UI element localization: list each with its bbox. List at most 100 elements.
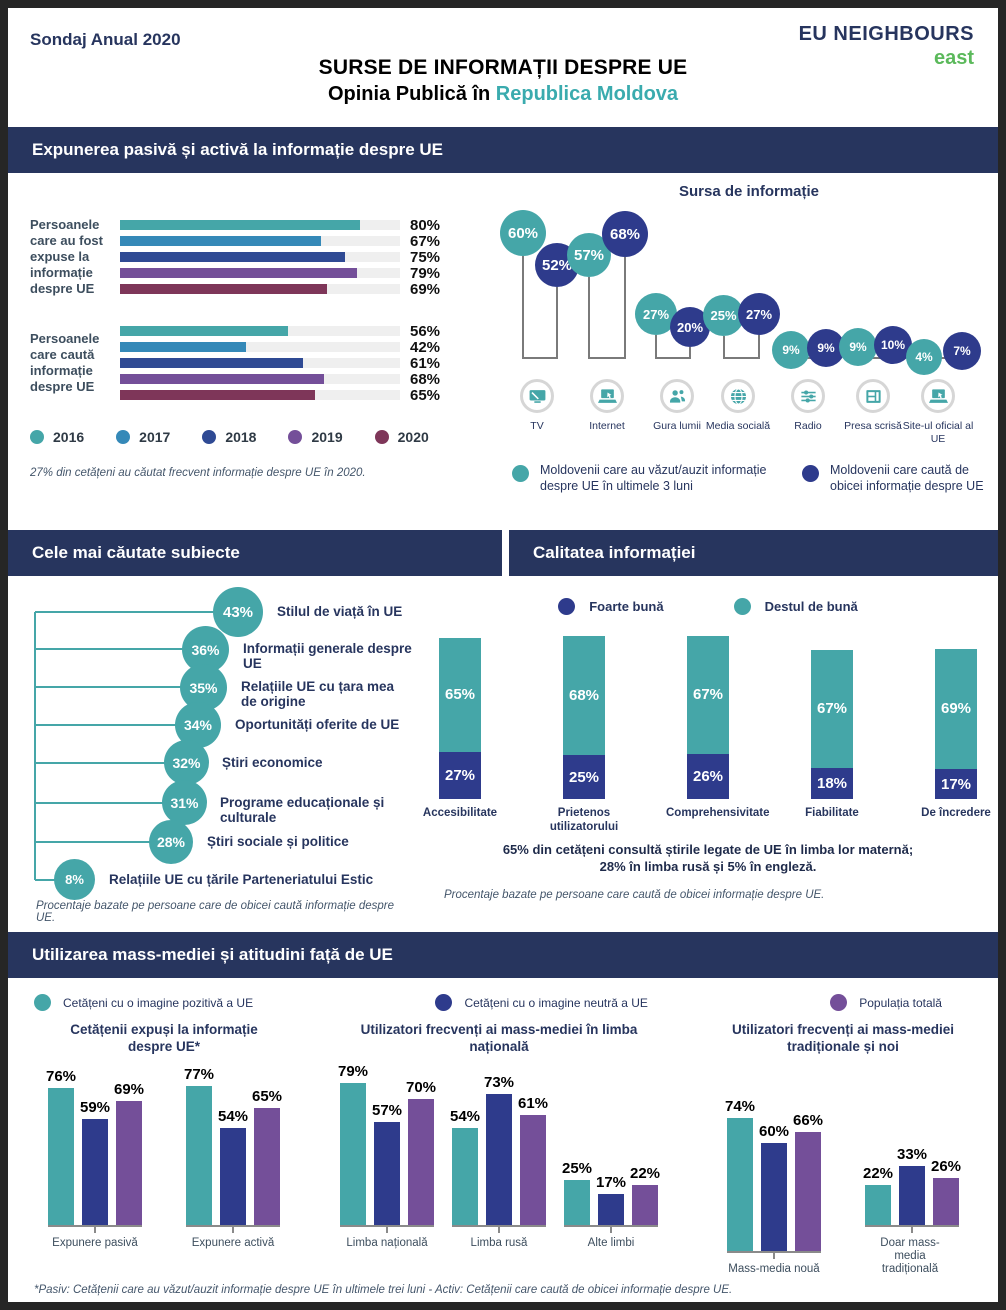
- legend-2017: 2017: [116, 429, 170, 445]
- connector: [923, 357, 963, 359]
- exposure-section: Persoanele care au fost expuse la inform…: [8, 173, 998, 530]
- bar-positive: [340, 1082, 366, 1225]
- stem: [522, 256, 524, 357]
- quality-legend: Foarte bună Destul de bună: [418, 576, 998, 615]
- quality-chart: Foarte bună Destul de bună 65% 27% Acces…: [418, 576, 998, 932]
- legend-2019: 2019: [288, 429, 343, 445]
- mid-banners: Cele mai căutate subiecte Calitatea info…: [8, 530, 998, 576]
- bar-total: [116, 1100, 142, 1225]
- bar-fill-2018: [120, 252, 345, 262]
- bar-fill-2020: [120, 390, 315, 400]
- legend-label: Cetățeni cu o imagine neutră a UE: [464, 995, 648, 1010]
- quality-bars: 65% 27% Accesibilitate 68% 25% Prietenos…: [418, 633, 998, 835]
- bubble-radio-seen: 9%: [772, 331, 810, 369]
- bar-value: 68%: [410, 370, 441, 388]
- stacked-bar: 69% 17%: [935, 633, 977, 799]
- topic-line: [35, 762, 186, 764]
- bar-cell: 73%: [484, 1074, 514, 1225]
- bubble-press-seen: 9%: [839, 328, 877, 366]
- bar-fill-2016: [120, 326, 288, 336]
- topic-label: Știri sociale și politice: [207, 834, 349, 849]
- axis: [340, 1225, 434, 1234]
- bar-neutral: [486, 1093, 512, 1225]
- stem: [588, 277, 590, 357]
- group-other-languages: 25% 17% 22% Alte limbi: [561, 1057, 660, 1250]
- axis-tick: [773, 1253, 775, 1259]
- topic-value-social-political: 28%: [149, 820, 193, 864]
- segment-very-good: 18%: [811, 767, 853, 799]
- bar-cell: 79%: [338, 1063, 368, 1225]
- stacked-bar: 68% 25%: [563, 633, 605, 799]
- bar-fill-2017: [120, 236, 321, 246]
- chart-title: Utilizatori frecvenți ai mass-mediei tra…: [731, 1022, 955, 1054]
- bar-value: 61%: [517, 1095, 549, 1113]
- quality-bar-user-friendly: 68% 25% Prietenos utilizatorului: [542, 633, 626, 835]
- group-label: Doar mass-media tradițională: [880, 1237, 940, 1275]
- group-label: Persoanele care au fost expuse la inform…: [30, 217, 103, 296]
- segment-very-good: 26%: [687, 753, 729, 799]
- legend-dot-very-good: [558, 598, 576, 615]
- segment-value: 25%: [568, 768, 600, 786]
- radio-icon: [791, 379, 825, 413]
- bar-total: [795, 1132, 821, 1251]
- legend-2020: 2020: [374, 429, 429, 445]
- legend-2016: 2016: [30, 429, 84, 445]
- main-title-block: SURSE DE INFORMAȚII DESPRE UE Opinia Pub…: [8, 56, 998, 106]
- legend-seen-label: Moldovenii care au văzut/auzit informați…: [540, 463, 767, 493]
- legend-neutral: Cetățeni cu o imagine neutră a UE: [435, 994, 648, 1011]
- bubble-eu-website-seek: 7%: [943, 332, 981, 370]
- year-legend: 2016 2017 2018 2019 2020: [30, 429, 500, 445]
- segment-very-good: 17%: [935, 769, 977, 799]
- group-russian-language: 54% 73% 61% Limba rusă: [449, 1057, 549, 1250]
- axis-tick: [232, 1227, 234, 1233]
- bar-value: 25%: [561, 1160, 593, 1177]
- legend-dot-2018: [202, 430, 217, 444]
- topic-label: Oportunități oferite de UE: [235, 717, 400, 732]
- bar-value: 80%: [410, 216, 441, 234]
- group-label: Mass-media nouă: [728, 1263, 820, 1275]
- bar-row-2018: 75%: [120, 249, 454, 266]
- chart-groups: 76% 59% 69% Expunere pasivă 77% 54% 65%: [46, 1057, 282, 1250]
- topic-line: [35, 648, 206, 650]
- legend-dot-2016: [30, 430, 44, 444]
- chart-groups: 74% 60% 66% Mass-media nouă 22% 33% 26%: [725, 1057, 961, 1276]
- bar-value: 54%: [449, 1107, 481, 1125]
- legend-dot-positive: [34, 994, 51, 1011]
- topic-value-eastern-partnership: 8%: [54, 859, 95, 900]
- bar-value: 79%: [410, 264, 441, 282]
- bar-cell: 57%: [372, 1102, 402, 1225]
- group-new-media: 74% 60% 66% Mass-media nouă: [725, 1083, 824, 1276]
- bar-label: Fiabilitate: [805, 807, 859, 819]
- legend-seek-label: Moldovenii care caută de obicei informaț…: [830, 463, 984, 493]
- connector: [857, 357, 895, 359]
- chart-groups: 79% 57% 70% Limba națională 54% 73% 61%: [338, 1057, 660, 1250]
- bar-value: 59%: [79, 1098, 111, 1116]
- social-media-icon: [721, 379, 755, 413]
- legend-dot-good: [733, 598, 751, 615]
- bar-value: 66%: [792, 1112, 824, 1130]
- group-label: Alte limbi: [587, 1237, 635, 1249]
- topics-chart: 43% 36% 35% 34% 32% 31% 28% 8% Stilul de…: [8, 576, 412, 932]
- quality-bar-accessibility: 65% 27% Accesibilitate: [418, 633, 502, 835]
- legend-2018: 2018: [202, 429, 256, 445]
- bar-cell: 54%: [218, 1108, 248, 1225]
- bar-value: 77%: [183, 1066, 215, 1084]
- legend-label: Populația totală: [859, 995, 942, 1010]
- stem: [723, 336, 725, 357]
- group-passive-exposure: 76% 59% 69% Expunere pasivă: [46, 1057, 144, 1250]
- topic-label: Știri economice: [222, 755, 323, 770]
- segment-good: 65%: [439, 638, 481, 752]
- exposure-note: 27% din cetățeni au căutat frecvent info…: [30, 467, 366, 479]
- bar-label: Prietenos utilizatorului: [549, 807, 619, 833]
- topic-value-education-culture: 31%: [162, 780, 207, 825]
- bar-track: [120, 268, 400, 278]
- segment-value: 18%: [816, 774, 848, 792]
- brand-logo: EU NEIGHBOURS east: [799, 22, 974, 70]
- topic-line: [35, 686, 204, 688]
- topics-spine: [34, 612, 36, 880]
- bar-cell: 74%: [725, 1098, 755, 1251]
- axis: [186, 1225, 280, 1234]
- bar-cell: 17%: [596, 1174, 626, 1225]
- legend-year: 2016: [53, 429, 85, 445]
